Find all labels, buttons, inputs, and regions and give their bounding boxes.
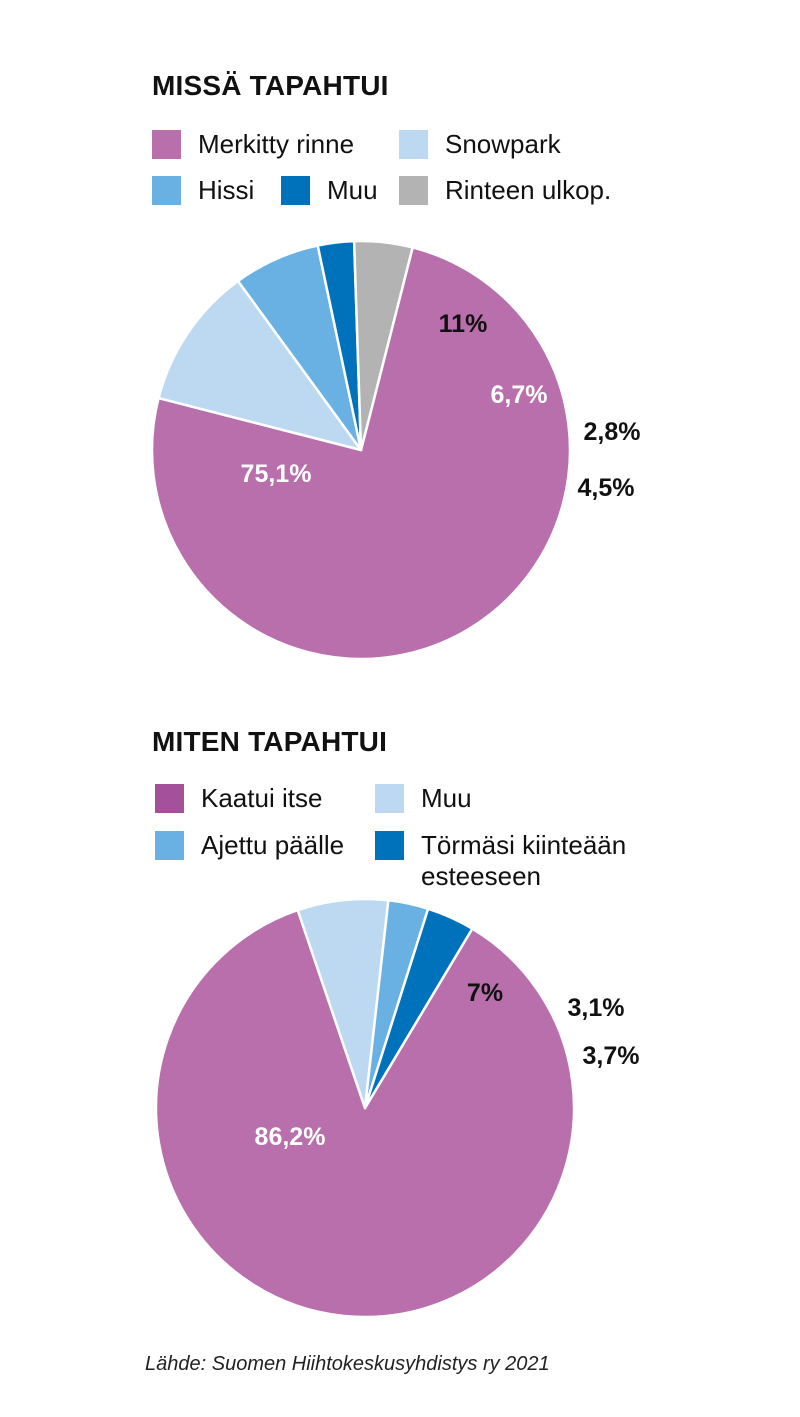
legend-label: Ajettu päälle (201, 830, 345, 860)
legend-label: Merkitty rinne (198, 129, 355, 159)
legend-item-kaatui-itse: Kaatui itse (155, 783, 322, 814)
pie-chart-1: 75,1% 11% 6,7% 2,8% 4,5% (150, 239, 641, 661)
legend-item-snowpark: Snowpark (399, 129, 561, 160)
pie-slice-1-0 (150, 246, 572, 661)
pie-slice-2-0 (154, 908, 576, 1319)
legend-item-hissi: Hissi (152, 175, 254, 206)
pie-label-2-0: 86,2% (255, 1123, 326, 1151)
legend-swatch (152, 176, 181, 205)
legend-swatch (155, 784, 184, 813)
pie-label-1-1: 11% (439, 310, 488, 338)
legend-item-tormasi: Törmäsi kiinteään esteeseen (375, 830, 626, 892)
legend-swatch (399, 130, 428, 159)
pie-label-1-4: 4,5% (578, 474, 635, 502)
legend-item-ajettu-paalle: Ajettu päälle (155, 830, 344, 861)
pie-slice-2-3 (363, 907, 474, 1110)
chart-1-title: MISSÄ TAPAHTUI (152, 70, 389, 101)
legend-label: Snowpark (445, 129, 561, 159)
legend-swatch (399, 176, 428, 205)
legend-label: Rinteen ulkop. (445, 175, 612, 205)
pie-label-2-3: 3,7% (583, 1042, 640, 1070)
legend-label: Hissi (198, 175, 255, 205)
legend-item-rinteen-ulkop: Rinteen ulkop. (399, 175, 611, 206)
legend-label: Kaatui itse (201, 783, 323, 813)
chart-2-title: MITEN TAPAHTUI (152, 726, 388, 757)
legend-label: Muu (421, 783, 472, 813)
legend-label: Muu (327, 175, 378, 205)
legend-swatch (375, 784, 404, 813)
pie-slice-1-4 (352, 239, 414, 452)
legend-item-muu-2: Muu (375, 783, 472, 814)
pie-label-1-0: 75,1% (241, 460, 312, 488)
pie-slice-1-1 (157, 279, 363, 452)
legend-label: Törmäsi kiinteään esteeseen (421, 830, 627, 891)
pie-label-1-3: 2,8% (584, 418, 641, 446)
pie-label-2-2: 3,1% (568, 994, 625, 1022)
legend-swatch (152, 130, 181, 159)
source-note: Lähde: Suomen Hiihtokeskusyhdistys ry 20… (145, 1353, 550, 1375)
legend-swatch (375, 831, 404, 860)
legend-item-muu: Muu (281, 175, 378, 206)
legend-swatch (155, 831, 184, 860)
legend-swatch (281, 176, 310, 205)
legend-item-merkitty-rinne: Merkitty rinne (152, 129, 354, 160)
pie-label-2-1: 7% (467, 979, 503, 1007)
pie-label-1-2: 6,7% (491, 381, 548, 409)
